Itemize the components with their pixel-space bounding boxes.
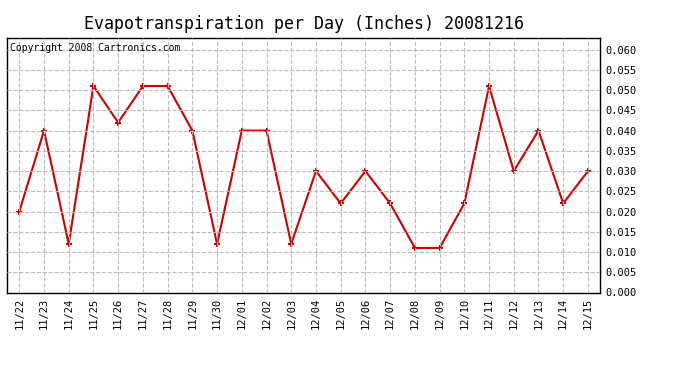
- Text: Evapotranspiration per Day (Inches) 20081216: Evapotranspiration per Day (Inches) 2008…: [83, 15, 524, 33]
- Text: Copyright 2008 Cartronics.com: Copyright 2008 Cartronics.com: [10, 43, 180, 52]
